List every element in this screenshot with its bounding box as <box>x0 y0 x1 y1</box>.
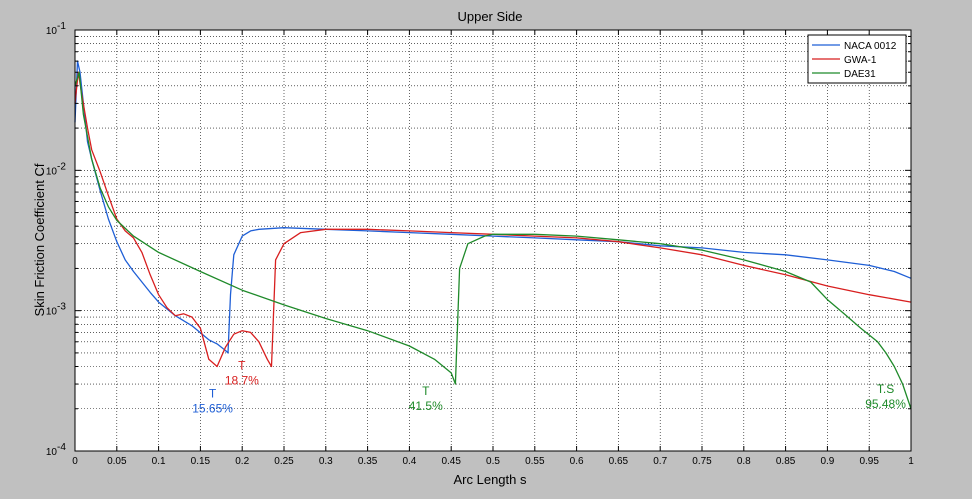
x-tick-label: 0.45 <box>441 456 461 467</box>
annotation-percent: 15.65% <box>192 402 233 416</box>
legend: NACA 0012 GWA-1 DAE31 <box>807 34 907 84</box>
x-tick-label: 0.65 <box>609 456 629 467</box>
x-tick-label: 1 <box>908 456 914 467</box>
x-tick-label: 0.8 <box>737 456 751 467</box>
y-tick-exponent: -2 <box>57 161 66 172</box>
legend-label: DAE31 <box>844 69 876 80</box>
y-tick-exponent: -4 <box>57 442 66 453</box>
transition-annotation: T41.5% <box>409 384 443 413</box>
x-axis-label: Arc Length s <box>454 472 527 487</box>
y-tick-base: 10 <box>46 447 58 458</box>
chart-title: Upper Side <box>457 9 522 24</box>
x-tick-label: 0.3 <box>319 456 333 467</box>
x-tick-label: 0.35 <box>358 456 378 467</box>
x-tick-label: 0.6 <box>570 456 584 467</box>
x-tick-label: 0.4 <box>402 456 416 467</box>
y-tick-label: 10 -3 <box>46 302 66 318</box>
transition-annotation: T.S95.48% <box>865 382 906 411</box>
x-tick-label: 0.7 <box>653 456 667 467</box>
x-tick-label: 0.15 <box>191 456 211 467</box>
series-line-dae31 <box>74 71 912 410</box>
x-tick-label: 0 <box>72 456 78 467</box>
series-group <box>74 60 912 410</box>
x-tick-label: 0.25 <box>274 456 294 467</box>
x-tick-label: 0.1 <box>152 456 166 467</box>
y-axis-label: Skin Friction Coefficient Cf <box>32 163 47 316</box>
transition-annotation: T18.7% <box>225 359 259 388</box>
x-tick-label: 0.2 <box>235 456 249 467</box>
annotations: T15.65%T18.7%T41.5%T.S95.48% <box>192 359 906 416</box>
transition-annotation: T15.65% <box>192 387 233 416</box>
legend-label: NACA 0012 <box>844 41 897 52</box>
annotation-percent: 41.5% <box>409 399 443 413</box>
annotation-percent: 18.7% <box>225 374 259 388</box>
x-tick-label: 0.9 <box>820 456 834 467</box>
y-tick-exponent: -1 <box>57 21 66 32</box>
y-tick-base: 10 <box>46 166 58 177</box>
x-tick-label: 0.95 <box>859 456 879 467</box>
annotation-marker: T.S <box>877 382 894 396</box>
y-tick-label: 10 -2 <box>46 161 66 177</box>
x-tick-label: 0.85 <box>776 456 796 467</box>
annotation-marker: T <box>238 359 246 373</box>
y-tick-base: 10 <box>46 26 58 37</box>
axis-ticks: 0 0.05 0.1 0.15 0.2 0.25 0.3 0.35 0.4 0.45 0.5 0.55… <box>46 21 914 467</box>
series-line-naca-0012 <box>74 60 912 354</box>
annotation-marker: T <box>422 384 430 398</box>
annotation-percent: 95.48% <box>865 397 906 411</box>
grid <box>75 30 911 451</box>
y-tick-exponent: -3 <box>57 302 66 313</box>
x-tick-label: 0.55 <box>525 456 545 467</box>
y-tick-label: 10 -1 <box>46 21 66 37</box>
y-tick-base: 10 <box>46 307 58 318</box>
y-tick-label: 10 -4 <box>46 442 66 458</box>
x-tick-label: 0.05 <box>107 456 127 467</box>
x-tick-label: 0.5 <box>486 456 500 467</box>
annotation-marker: T <box>209 387 217 401</box>
x-tick-label: 0.75 <box>692 456 712 467</box>
legend-label: GWA-1 <box>844 55 877 66</box>
